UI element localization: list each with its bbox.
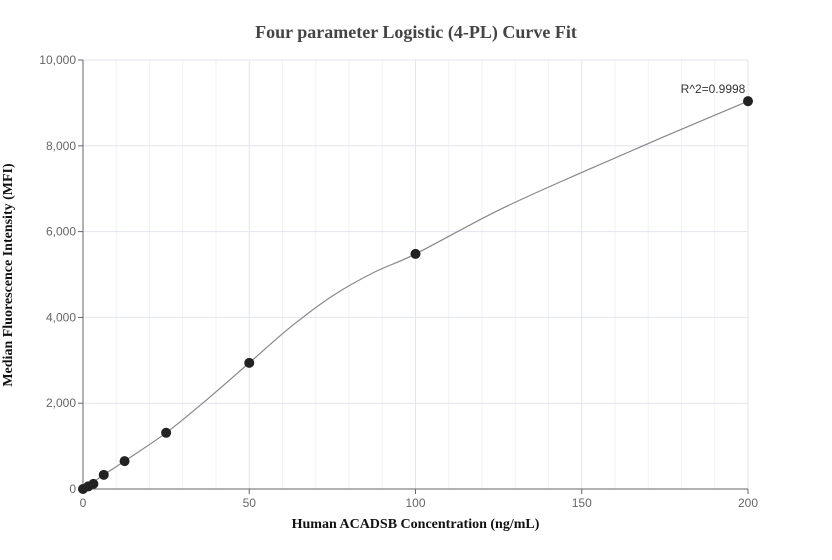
data-point: [410, 248, 421, 259]
data-point: [161, 427, 172, 438]
chart-title: Four parameter Logistic (4-PL) Curve Fit: [255, 22, 577, 42]
data-point: [743, 96, 753, 107]
tick-labels: 0 2,000 4,000 6,000 8,000 10,000 0 50 100 150 200: [39, 53, 758, 510]
x-tick-label: 200: [738, 496, 758, 510]
y-tick-label: 10,000: [39, 53, 76, 67]
gridlines: [83, 59, 749, 489]
y-tick-label: 0: [69, 482, 76, 496]
x-tick-label: 0: [80, 496, 87, 510]
data-points: [78, 96, 753, 494]
x-axis-label: Human ACADSB Concentration (ng/mL): [291, 517, 540, 532]
annotations: R^2=0.9998: [681, 82, 746, 96]
data-point: [88, 478, 99, 489]
fit-curve: [82, 100, 749, 490]
data-point: [98, 469, 109, 480]
y-tick-label: 6,000: [46, 225, 76, 239]
axes: [78, 59, 749, 494]
x-tick-label: 100: [405, 496, 425, 510]
x-tick-label: 150: [572, 496, 592, 510]
x-tick-label: 50: [243, 496, 257, 510]
y-tick-label: 4,000: [46, 310, 76, 324]
data-point: [119, 456, 130, 467]
r-squared-annotation: R^2=0.9998: [681, 82, 746, 96]
y-tick-label: 2,000: [46, 396, 76, 410]
y-tick-label: 8,000: [46, 139, 76, 153]
data-point: [244, 357, 255, 368]
